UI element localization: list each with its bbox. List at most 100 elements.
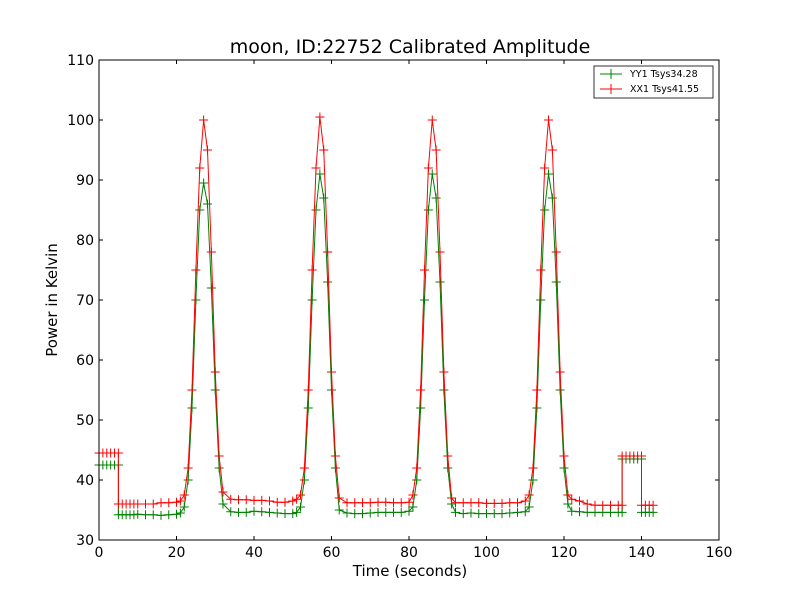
data-point <box>303 385 313 395</box>
data-point <box>319 145 329 155</box>
chart-title: moon, ID:22752 Calibrated Amplitude <box>230 36 591 58</box>
data-point <box>234 507 243 517</box>
data-point <box>113 448 123 458</box>
data-point <box>183 463 193 473</box>
data-point <box>265 507 274 517</box>
data-point <box>582 499 592 509</box>
data-point <box>226 494 236 504</box>
data-point <box>334 505 344 515</box>
data-point <box>249 495 259 505</box>
data-point <box>141 499 150 509</box>
data-point <box>559 463 569 473</box>
data-point <box>129 510 139 520</box>
data-point <box>637 451 646 461</box>
data-point <box>373 497 383 507</box>
data-point <box>389 498 398 508</box>
data-point <box>330 463 340 473</box>
data-point <box>195 163 205 173</box>
data-point <box>299 475 309 485</box>
data-point <box>489 498 499 508</box>
series-xx1 <box>94 112 658 510</box>
data-point <box>551 247 561 257</box>
data-point <box>334 493 344 503</box>
data-point <box>187 403 197 413</box>
data-point <box>172 497 181 507</box>
data-point <box>648 500 658 510</box>
data-point <box>133 499 143 509</box>
data-point <box>195 205 205 215</box>
data-point <box>156 510 166 520</box>
x-tick-label: 140 <box>628 545 655 561</box>
data-point <box>164 498 174 508</box>
data-point <box>404 497 414 507</box>
data-point <box>447 493 457 503</box>
data-point <box>497 509 507 519</box>
data-point <box>358 509 367 519</box>
data-point <box>381 497 391 507</box>
legend-box <box>593 65 714 99</box>
data-point <box>420 295 429 305</box>
data-point <box>272 497 282 507</box>
data-point <box>330 451 340 461</box>
data-point <box>412 463 422 473</box>
y-axis-label: Power in Kelvin <box>43 243 61 357</box>
data-point <box>265 496 274 506</box>
data-point <box>342 508 352 518</box>
data-point <box>435 277 445 287</box>
data-point <box>199 115 209 125</box>
data-point <box>559 451 569 461</box>
data-point <box>423 163 433 173</box>
data-point <box>292 507 302 517</box>
data-point <box>396 498 406 508</box>
data-point <box>365 498 375 508</box>
data-point <box>540 205 550 215</box>
data-point <box>443 463 453 473</box>
x-tick-label: 160 <box>706 545 733 561</box>
data-point <box>567 494 577 504</box>
y-tick-label: 60 <box>76 353 94 369</box>
data-point <box>296 490 305 500</box>
data-point <box>381 507 391 517</box>
data-point <box>214 451 224 461</box>
data-point <box>466 508 476 518</box>
y-tick-label: 90 <box>76 173 94 189</box>
data-point <box>439 385 449 395</box>
data-point <box>210 385 220 395</box>
data-point <box>474 509 484 519</box>
data-point <box>547 145 557 155</box>
data-point <box>179 490 189 500</box>
data-point <box>218 487 228 497</box>
data-point <box>280 497 290 507</box>
data-point <box>532 403 542 413</box>
data-point <box>606 500 615 510</box>
data-point <box>524 490 534 500</box>
data-point <box>307 295 317 305</box>
data-point <box>299 463 309 473</box>
y-tick-label: 50 <box>76 413 94 429</box>
data-point <box>513 498 522 508</box>
legend-label-yy1: YY1 Tsys34.28 <box>629 69 698 80</box>
data-point <box>431 193 441 203</box>
x-tick-label: 20 <box>168 545 186 561</box>
data-point <box>598 500 608 510</box>
data-point <box>575 496 584 506</box>
data-point <box>536 295 546 305</box>
data-point <box>319 193 329 203</box>
data-point <box>307 265 317 275</box>
data-point <box>292 494 302 504</box>
data-point <box>257 507 267 517</box>
data-point <box>172 509 181 519</box>
data-point <box>183 475 193 485</box>
data-point <box>528 463 538 473</box>
data-point <box>323 247 333 257</box>
data-point <box>206 283 216 293</box>
data-point <box>288 509 298 519</box>
data-point <box>555 385 565 395</box>
x-tick-label: 120 <box>551 545 578 561</box>
y-tick-label: 110 <box>67 53 94 69</box>
data-point <box>311 163 321 173</box>
data-point <box>458 498 468 508</box>
data-point <box>474 498 484 508</box>
data-point <box>148 510 158 520</box>
data-point <box>582 507 592 517</box>
